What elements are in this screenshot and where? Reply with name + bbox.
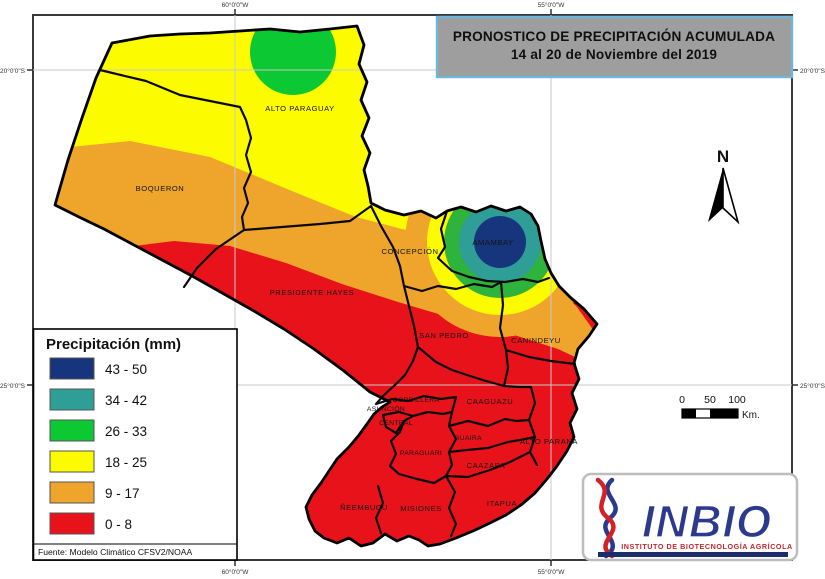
legend-label-43-50: 43 - 50 <box>105 362 147 377</box>
logo-subtitle: INSTITUTO DE BIOTECNOLOGÍA AGRÍCOLA <box>621 542 793 551</box>
legend-item-row: 34 - 42 <box>49 388 147 411</box>
map-label-caazapa: CAAZAPA <box>467 461 506 470</box>
legend-item-row: 43 - 50 <box>49 357 147 380</box>
legend-swatch-43-50 <box>49 357 95 380</box>
north-label: N <box>717 147 729 166</box>
legend-swatch-34-42 <box>49 388 95 411</box>
map-label-guaira: GUAIRA <box>454 435 482 442</box>
logo-name: INBIO <box>642 496 772 547</box>
legend-label-0-8: 0 - 8 <box>105 517 132 532</box>
north-arrow: N <box>708 147 740 225</box>
coord-bottom-60w: 60°0'0"W <box>222 568 250 576</box>
title-box: PRONOSTICO DE PRECIPITACIÓN ACUMULADA 14… <box>435 15 794 79</box>
map-label-alto-parana: ALTO PARANA <box>520 437 578 446</box>
map-label-concepcion: CONCEPCIÓN <box>382 247 439 256</box>
legend-item-row: 18 - 25 <box>49 450 147 473</box>
map-label-central: CENTRAL <box>379 420 413 427</box>
coord-bottom-55w: 55°0'0"W <box>538 568 566 576</box>
map-label-presidente-hayes: PRESIDENTE HAYES <box>270 288 355 297</box>
graticule-ticks <box>27 9 798 566</box>
dna-helix-icon <box>595 477 618 559</box>
legend-label-34-42: 34 - 42 <box>105 393 147 408</box>
scale-bar-icon <box>681 408 739 419</box>
map-label-canindeyu: CANINDEYU <box>511 336 561 345</box>
map-label-misiones: MISIONES <box>400 504 442 513</box>
legend-swatch-18-25 <box>49 450 95 473</box>
map-label-paraguari: PARAGUARI <box>400 450 442 457</box>
legend-swatch-9-17 <box>49 481 95 504</box>
scale-tick-100: 100 <box>728 394 746 406</box>
scale-tick-50: 50 <box>704 394 716 406</box>
legend-label-9-17: 9 - 17 <box>105 486 140 501</box>
bullseye-core-43-50 <box>474 216 526 268</box>
coord-left-25s: 25°0'0"S <box>0 382 26 390</box>
source-note: Fuente: Modelo Climático CFSV2/NOAA <box>38 547 193 557</box>
coord-top-55w: 55°0'0"W <box>538 1 566 9</box>
map-label-san-pedro: SAN PEDRO <box>419 331 469 340</box>
scale-bar: 0 50 100 Km. <box>679 394 760 421</box>
department-labels: ALTO PARAGUAY BOQUERON PRESIDENTE HAYES … <box>136 104 578 513</box>
map-label-cordillera: CORDILLERA <box>393 397 440 404</box>
map-label-itapua: ITAPUA <box>487 499 518 508</box>
legend-label-18-25: 18 - 25 <box>105 455 147 470</box>
legend-label-26-33: 26 - 33 <box>105 424 147 439</box>
compass-needle-icon <box>708 167 740 225</box>
legend-swatch-26-33 <box>49 419 95 442</box>
map-label-neembucu: ÑEEMBUCU <box>340 503 388 512</box>
country-outline <box>53 24 599 548</box>
map-title: PRONOSTICO DE PRECIPITACIÓN ACUMULADA <box>453 29 775 44</box>
scale-tick-0: 0 <box>679 394 685 406</box>
legend-box: Precipitación (mm) 43 - 50 34 - 42 26 - … <box>32 328 238 561</box>
legend-title: Precipitación (mm) <box>46 336 181 353</box>
legend-item-row: 0 - 8 <box>49 512 132 535</box>
map-label-alto-paraguay: ALTO PARAGUAY <box>265 104 334 113</box>
map-label-amambay: AMAMBAY <box>472 238 513 247</box>
map-subtitle: 14 al 20 de Noviembre del 2019 <box>511 47 717 62</box>
logo-underline-bar <box>598 552 788 557</box>
legend-item-row: 9 - 17 <box>49 481 140 504</box>
inbio-logo: INBIO INSTITUTO DE BIOTECNOLOGÍA AGRÍCOL… <box>581 472 799 562</box>
map-label-caaguazu: CAAGUAZU <box>467 397 514 406</box>
map-label-boqueron: BOQUERON <box>136 184 185 193</box>
coord-left-20s: 20°0'0"S <box>0 67 26 75</box>
legend-item-row: 26 - 33 <box>49 419 147 442</box>
scale-unit: Km. <box>742 410 760 421</box>
legend-swatch-0-8 <box>49 512 95 535</box>
coord-top-60w: 60°0'0"W <box>222 1 250 9</box>
coord-right-25s: 25°0'0"S <box>800 382 825 390</box>
coord-right-20s: 20°0'0"S <box>800 67 825 75</box>
map-label-asuncion: ASUNCIÓN <box>367 404 405 413</box>
department-borders <box>98 68 577 538</box>
